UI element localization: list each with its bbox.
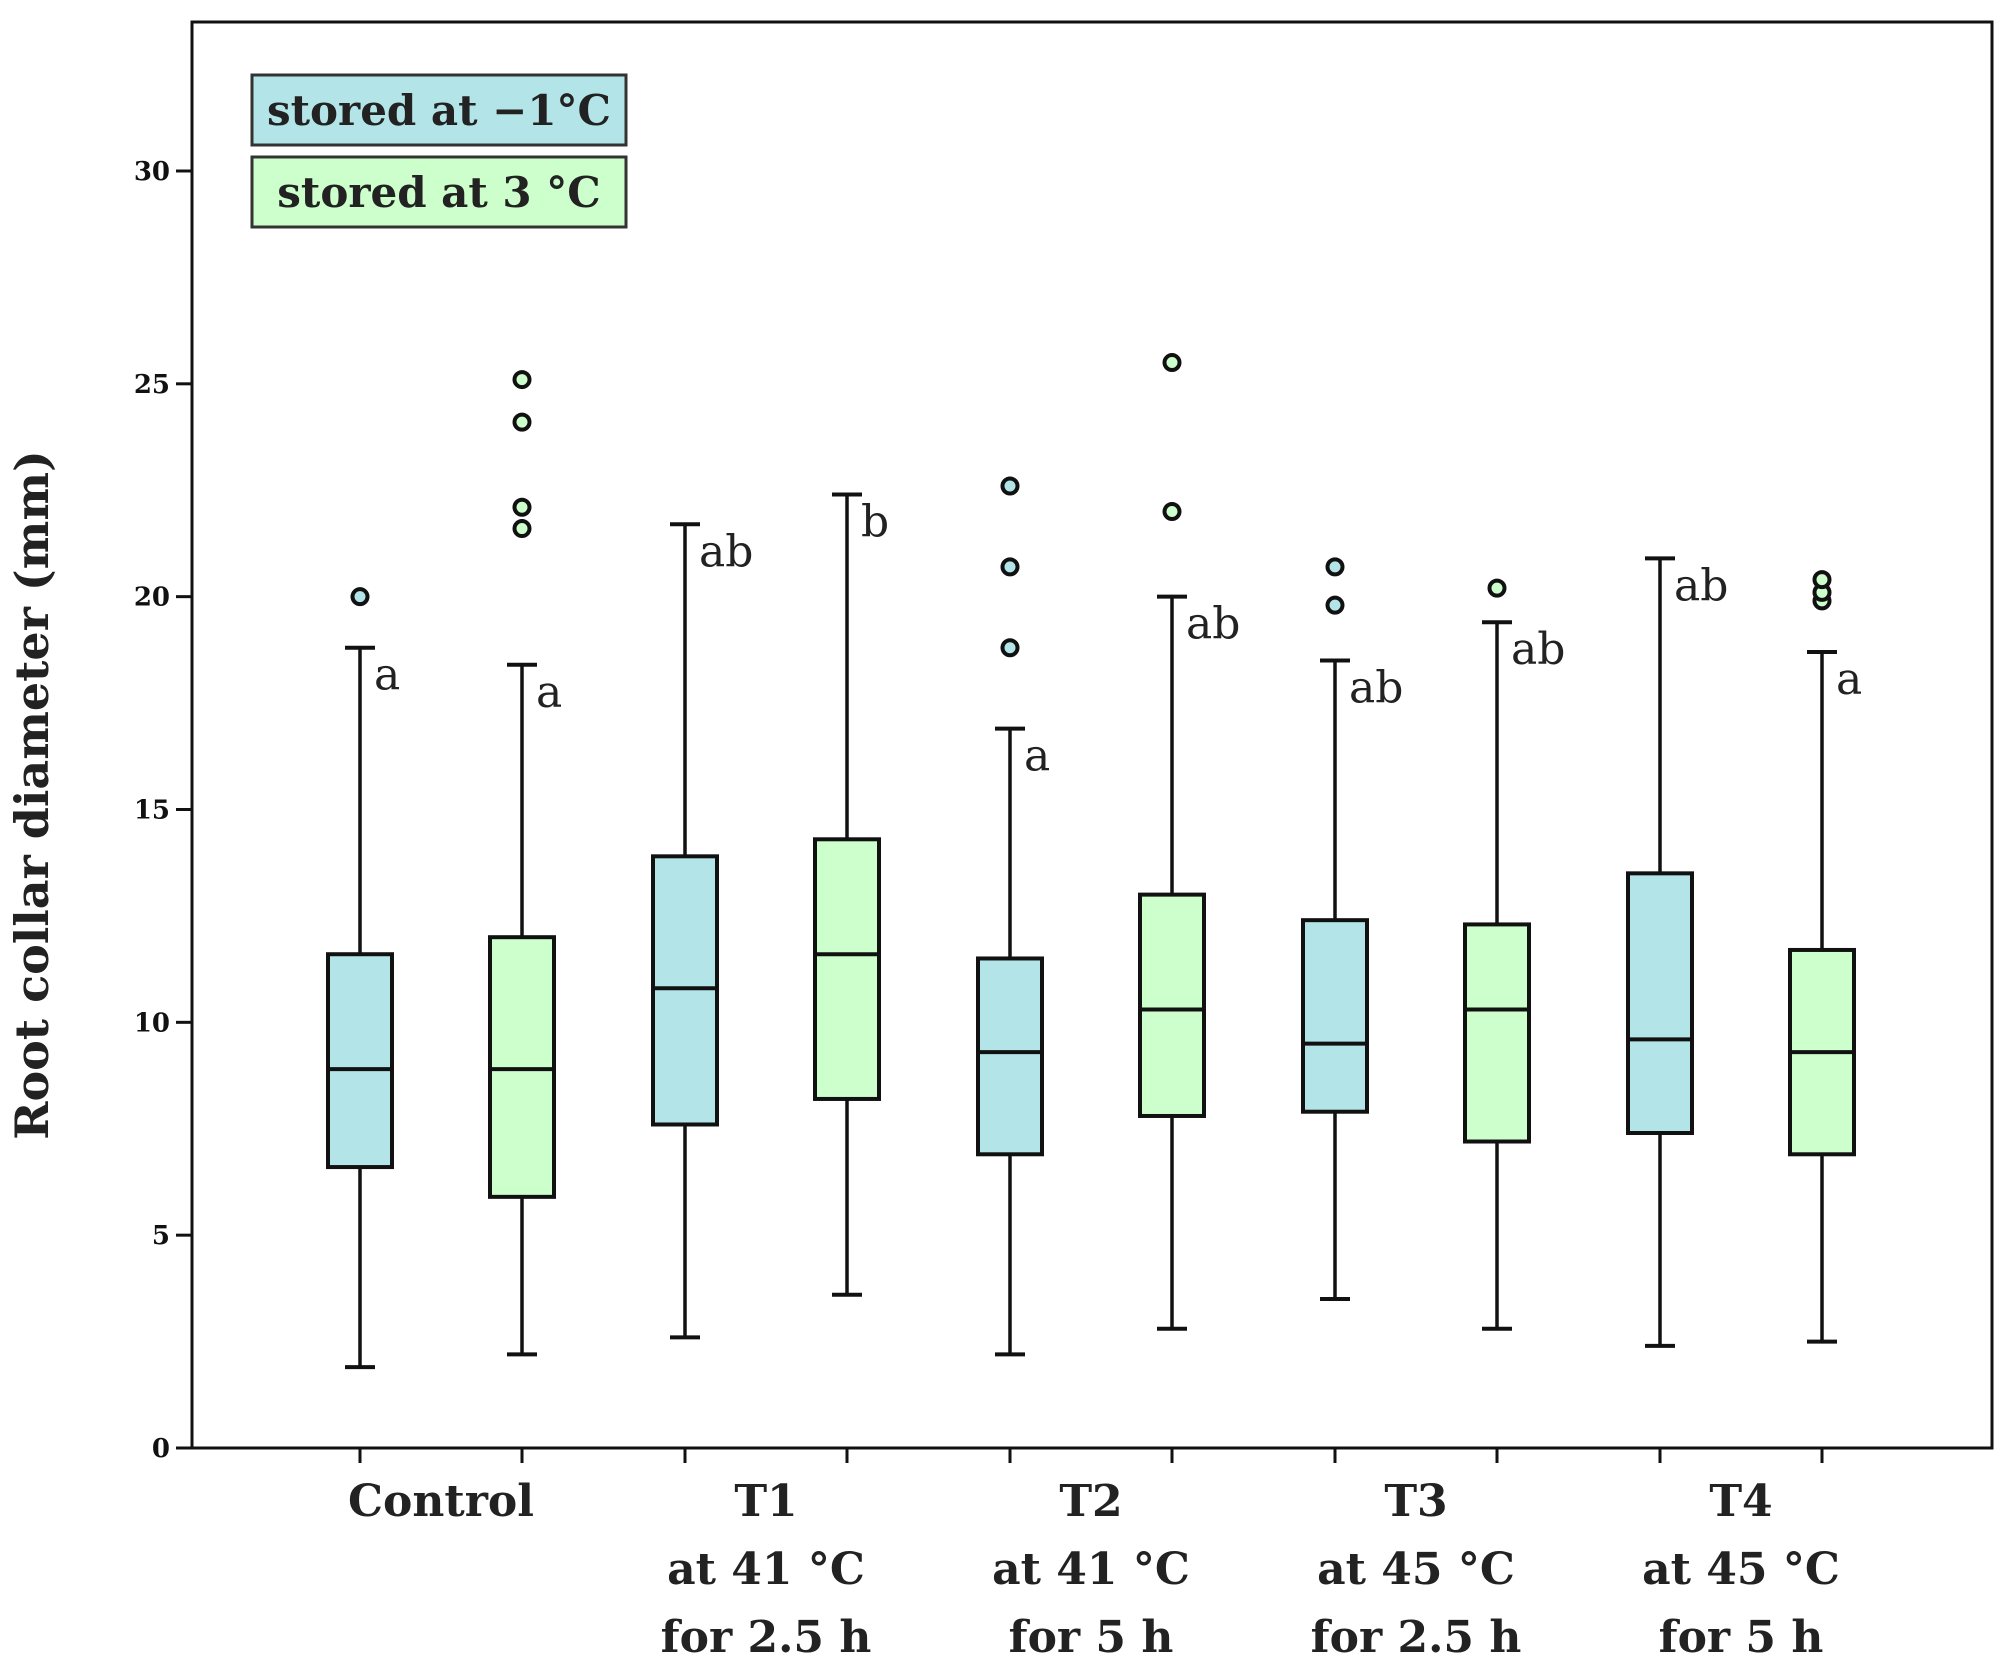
significance-letter: ab [1674, 560, 1728, 611]
y-tick-label: 15 [134, 795, 170, 825]
box-plot-warm-group-3: ab [1463, 578, 1565, 1331]
box-plot-warm-group-1: b [813, 492, 889, 1297]
x-category-label-line: at 41 °C [992, 1544, 1190, 1595]
x-category-label: T3 at 45 °C for 2.5 h [1311, 1476, 1522, 1663]
outlier-point [1000, 638, 1020, 658]
y-tick-label: 25 [134, 370, 170, 400]
y-axis-title: Root collar diameter (mm) [5, 450, 59, 1140]
box-plot-cold-group-2: a [976, 476, 1050, 1357]
significance-letter: b [861, 496, 889, 547]
significance-letter: ab [1186, 599, 1240, 650]
box-plot-cold-group-0: a [326, 587, 400, 1370]
iqr-box [651, 854, 719, 1127]
x-category-label-line: T1 [734, 1476, 797, 1527]
significance-letter: ab [1511, 624, 1565, 675]
legend-label: stored at −1°C [267, 86, 611, 135]
iqr-box [488, 935, 556, 1199]
y-tick-label: 0 [152, 1434, 170, 1464]
box-plot-cold-group-1: ab [651, 522, 753, 1340]
iqr-box [1463, 922, 1531, 1144]
iqr-box [976, 956, 1044, 1157]
y-tick-label: 10 [134, 1008, 170, 1038]
legend-swatch-cold [250, 73, 628, 147]
significance-letter: a [1836, 654, 1862, 705]
significance-letter: ab [1349, 663, 1403, 714]
outlier-point [512, 412, 532, 432]
y-tick-label: 20 [134, 583, 170, 613]
x-category-label-line: at 45 °C [1317, 1544, 1515, 1595]
outlier-point [1162, 502, 1182, 522]
legend-label: stored at 3 °C [277, 168, 600, 217]
y-axis: 0 5 10 15 20 25 30 [134, 157, 192, 1464]
outlier-point [1162, 353, 1182, 373]
x-category-label-line: Control [348, 1476, 534, 1527]
significance-letter: a [1024, 731, 1050, 782]
iqr-box [1626, 871, 1694, 1136]
x-category-label: T4 at 45 °C for 5 h [1642, 1476, 1840, 1663]
outlier-point [512, 519, 532, 539]
outlier-point [1325, 557, 1345, 577]
y-tick-label: 30 [134, 157, 170, 187]
x-category-label: T1 at 41 °C for 2.5 h [661, 1476, 872, 1663]
box-plot-cold-group-4: ab [1626, 556, 1728, 1348]
x-category-label-line: for 5 h [1659, 1612, 1824, 1663]
significance-letter: ab [699, 526, 753, 577]
plot-frame [190, 20, 1994, 1450]
legend: stored at −1°C stored at 3 °C [250, 73, 628, 229]
outlier-point [1000, 557, 1020, 577]
iqr-box [1138, 892, 1206, 1118]
outlier-point [512, 370, 532, 390]
significance-letter: a [536, 667, 562, 718]
iqr-box [1301, 918, 1369, 1114]
outlier-point [1487, 578, 1507, 598]
x-category-label-line: for 2.5 h [1311, 1612, 1522, 1663]
box-plot-cold-group-3: ab [1301, 557, 1403, 1302]
x-axis: Control T1 at 41 °C for 2.5 h T2 at 41 °C for … [348, 1448, 1840, 1663]
outlier-point [512, 497, 532, 517]
x-category-label-line: T2 [1059, 1476, 1122, 1527]
x-category-label-line: for 5 h [1009, 1612, 1174, 1663]
legend-swatch-warm [250, 155, 628, 229]
x-category-label: Control [348, 1476, 534, 1527]
significance-letter: a [374, 650, 400, 701]
y-tick-label: 5 [152, 1221, 170, 1251]
box-plot-warm-group-2: ab [1138, 353, 1240, 1331]
x-category-label-line: T3 [1384, 1476, 1447, 1527]
iqr-box [326, 952, 394, 1170]
x-category-label-line: at 45 °C [1642, 1544, 1840, 1595]
outlier-point [350, 587, 370, 607]
boxes-layer: a a ab b a ab ab ab ab a [326, 353, 1862, 1370]
outlier-point [1812, 570, 1832, 590]
iqr-box [813, 837, 881, 1101]
x-category-label-line: T4 [1709, 1476, 1772, 1527]
x-category-label-line: at 41 °C [667, 1544, 865, 1595]
box-plot-warm-group-4: a [1788, 570, 1862, 1344]
box-plot-warm-group-0: a [488, 370, 562, 1357]
x-category-label: T2 at 41 °C for 5 h [992, 1476, 1190, 1663]
x-category-label-line: for 2.5 h [661, 1612, 872, 1663]
outlier-point [1000, 476, 1020, 496]
outlier-point [1325, 595, 1345, 615]
